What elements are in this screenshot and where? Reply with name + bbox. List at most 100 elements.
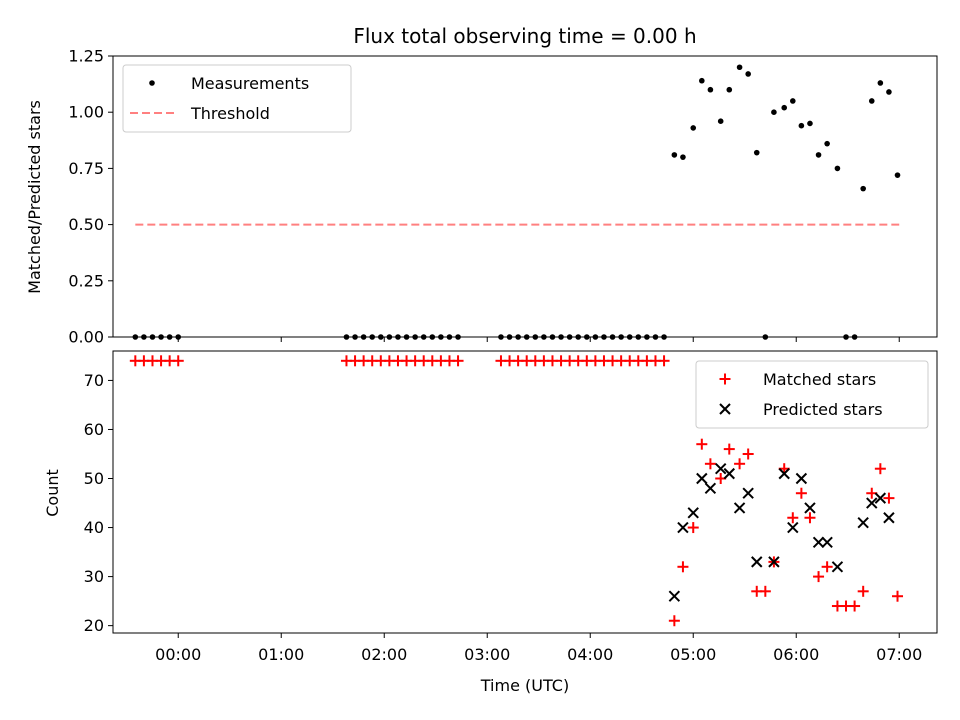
measurement-point bbox=[690, 125, 697, 131]
measurement-point bbox=[798, 122, 805, 129]
cross-b bbox=[831, 561, 844, 573]
measurement-point bbox=[141, 334, 147, 340]
matched-point bbox=[723, 443, 735, 455]
x-tick-label: 07:00 bbox=[876, 645, 922, 664]
x-axis-label: Time (UTC) bbox=[480, 676, 569, 695]
cross-b bbox=[866, 497, 878, 509]
measurement-point bbox=[455, 334, 461, 340]
measurement-point bbox=[726, 86, 733, 93]
measurement-point bbox=[699, 77, 705, 84]
matched-point bbox=[658, 355, 670, 367]
legend-box bbox=[122, 64, 352, 133]
measurement-point bbox=[158, 334, 164, 340]
measurement-point bbox=[851, 334, 858, 340]
legend-marker-predicted bbox=[719, 403, 731, 415]
measurement-point bbox=[566, 334, 573, 340]
matched-point bbox=[787, 512, 799, 524]
measurement-point bbox=[523, 334, 530, 340]
cross-b bbox=[704, 482, 717, 495]
matched-point bbox=[857, 585, 869, 597]
predicted-point bbox=[787, 521, 799, 534]
x-tick-label: 03:00 bbox=[464, 645, 510, 664]
measurement-point bbox=[671, 152, 678, 158]
predicted-point bbox=[812, 536, 825, 548]
top-legend: Measurements Threshold bbox=[122, 64, 352, 133]
cross-b bbox=[768, 556, 780, 568]
measurement-point bbox=[753, 149, 760, 156]
x-tick-label: 02:00 bbox=[361, 645, 407, 664]
cross-b bbox=[696, 472, 708, 485]
measurement-point bbox=[635, 334, 642, 340]
matched-point bbox=[795, 487, 807, 499]
measurement-point bbox=[343, 334, 350, 340]
measurement-point bbox=[771, 109, 777, 115]
measurement-point bbox=[626, 334, 633, 340]
predicted-point bbox=[696, 472, 708, 485]
bottom-legend: Matched stars Predicted stars bbox=[695, 360, 929, 429]
measurement-point bbox=[412, 334, 418, 340]
cross-b bbox=[804, 502, 816, 514]
legend-label-predicted: Predicted stars bbox=[763, 400, 883, 419]
measurement-point bbox=[745, 71, 751, 77]
cross-b bbox=[874, 492, 887, 504]
chart-title: Flux total observing time = 0.00 h bbox=[353, 24, 696, 48]
y-tick-label: 0.25 bbox=[68, 271, 104, 290]
x-tick-label: 01:00 bbox=[258, 645, 304, 664]
measurement-point bbox=[707, 86, 714, 93]
measurement-point bbox=[378, 334, 384, 340]
predicted-point bbox=[714, 462, 727, 475]
measurement-point bbox=[868, 98, 875, 104]
legend-label-measurements: Measurements bbox=[191, 74, 309, 93]
x-tick-label: 06:00 bbox=[773, 645, 819, 664]
measurement-point bbox=[149, 334, 156, 340]
predicted-point bbox=[768, 556, 780, 568]
measurement-point bbox=[175, 334, 182, 340]
predicted-point bbox=[723, 467, 735, 480]
measurement-point bbox=[360, 334, 367, 340]
measurement-point bbox=[352, 334, 358, 340]
cross-b bbox=[687, 507, 699, 519]
measurement-point bbox=[403, 334, 410, 340]
measurement-point bbox=[843, 334, 849, 340]
measurement-point bbox=[166, 334, 173, 340]
measurement-point bbox=[762, 334, 769, 340]
y-tick-label: 1.00 bbox=[68, 103, 104, 122]
y-tick-label: 1.25 bbox=[68, 47, 104, 66]
legend-label-matched: Matched stars bbox=[763, 370, 876, 389]
predicted-point bbox=[668, 590, 681, 602]
matched-point bbox=[821, 561, 833, 573]
matched-point bbox=[813, 571, 825, 583]
predicted-point bbox=[795, 472, 808, 485]
legend-box bbox=[695, 360, 929, 429]
y-tick-label: 20 bbox=[84, 616, 104, 635]
y-tick-label: 40 bbox=[84, 518, 104, 537]
cross-b bbox=[795, 472, 808, 485]
top-panel: 0.00 0.25 0.50 0.75 1.00 1.25 Measurements Thre… bbox=[68, 47, 938, 347]
measurement-point bbox=[652, 334, 659, 340]
cross-b bbox=[787, 521, 799, 534]
predicted-point bbox=[778, 467, 790, 480]
measurement-point bbox=[592, 334, 599, 340]
measurement-point bbox=[558, 334, 564, 340]
measurement-point bbox=[609, 334, 616, 340]
measurement-point bbox=[877, 80, 884, 86]
y-tick-label: 0.00 bbox=[68, 328, 104, 347]
cross-b bbox=[883, 512, 895, 524]
predicted-point bbox=[831, 561, 844, 573]
measurement-point bbox=[369, 334, 376, 340]
measurement-point bbox=[807, 120, 813, 127]
matched-point bbox=[704, 458, 716, 470]
measurement-point bbox=[601, 334, 607, 340]
measurement-point bbox=[736, 64, 743, 71]
matched-point bbox=[172, 355, 184, 367]
cross-b bbox=[714, 462, 727, 475]
matched-point bbox=[742, 448, 754, 460]
measurement-point bbox=[541, 334, 547, 340]
measurement-point bbox=[429, 334, 436, 340]
cross-b bbox=[857, 516, 869, 529]
cross-b bbox=[719, 403, 731, 415]
predicted-point bbox=[804, 502, 816, 514]
predicted-point bbox=[704, 482, 717, 495]
predicted-point bbox=[883, 512, 895, 524]
